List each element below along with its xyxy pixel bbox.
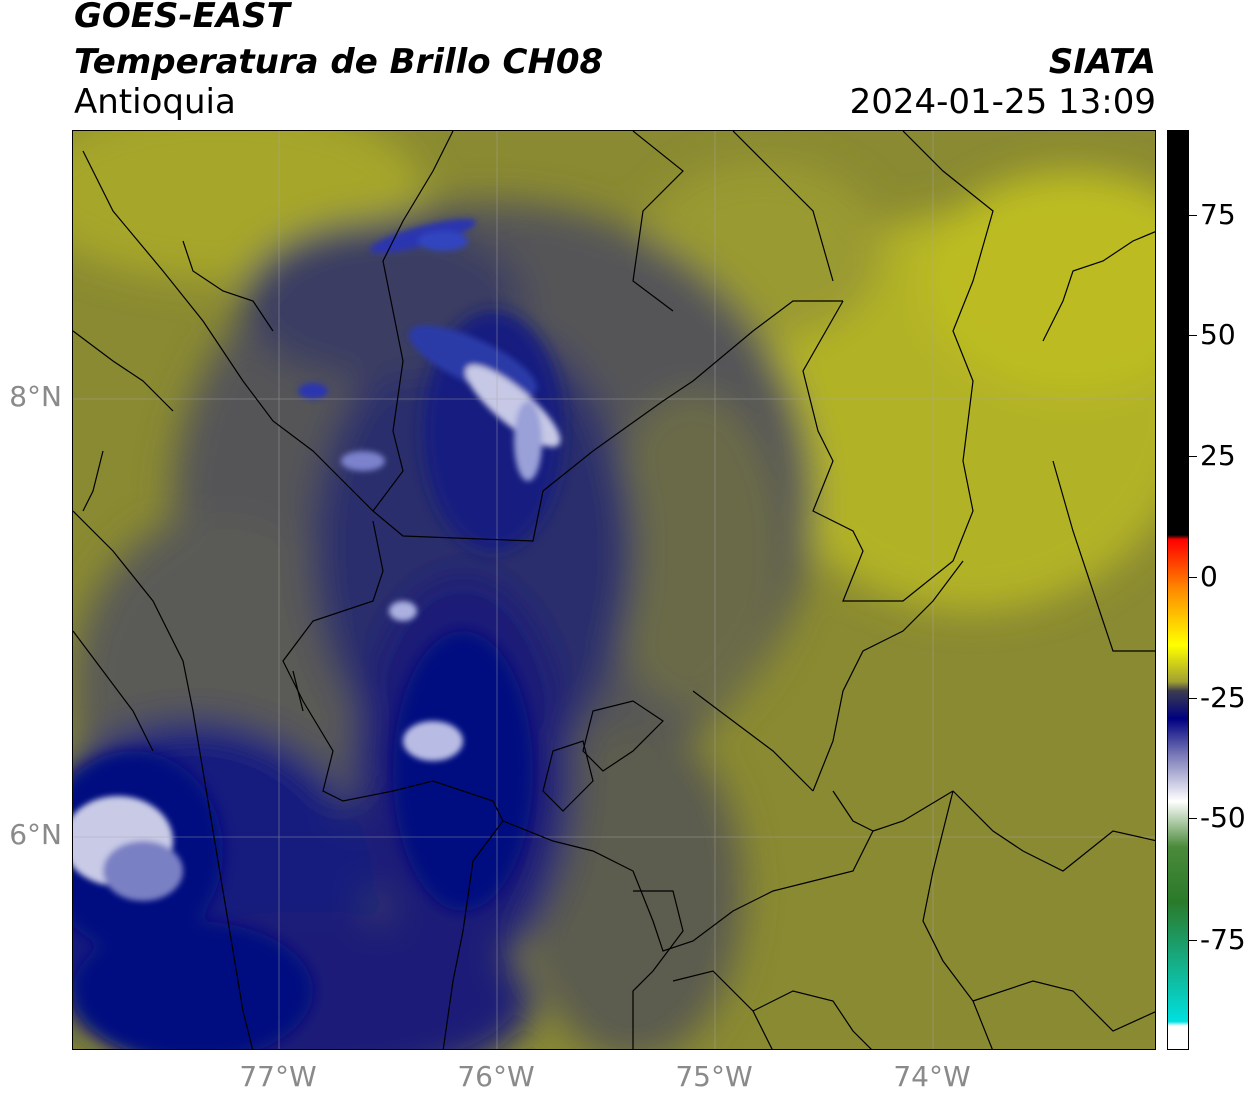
colorbar-tick-mark — [1189, 698, 1197, 699]
graticule — [73, 131, 1155, 1049]
lat-tick-6n: 6°N — [9, 818, 62, 851]
product-title: Temperatura de Brillo CH08 — [74, 42, 604, 82]
department-borders — [73, 131, 1155, 1049]
colorbar-tick-label: 0 — [1200, 560, 1218, 593]
lon-tick-77w: 77°W — [239, 1060, 317, 1093]
colorbar-tick-label: 25 — [1200, 439, 1236, 472]
colorbar-tick-mark — [1189, 456, 1197, 457]
colorbar — [1167, 130, 1189, 1050]
org-title: SIATA — [1048, 42, 1156, 82]
colorbar-tick-mark — [1189, 335, 1197, 336]
colorbar-tick-mark — [1189, 577, 1197, 578]
colorbar-tick-label: 50 — [1200, 318, 1236, 351]
colorbar-tick-mark — [1189, 215, 1197, 216]
satellite-title: GOES-EAST — [74, 0, 290, 36]
brightness-temperature-map — [72, 130, 1156, 1050]
colorbar-tick-label: 75 — [1200, 198, 1236, 231]
colorbar-tick-label: -75 — [1200, 923, 1246, 956]
lon-tick-75w: 75°W — [675, 1060, 753, 1093]
colorbar-tick-label: -50 — [1200, 801, 1246, 834]
colorbar-tick-mark — [1189, 940, 1197, 941]
lon-tick-76w: 76°W — [457, 1060, 535, 1093]
colorbar-tick-label: -25 — [1200, 681, 1246, 714]
colorbar-tick-mark — [1189, 818, 1197, 819]
datetime-label: 2024-01-25 13:09 — [849, 82, 1156, 122]
lon-tick-74w: 74°W — [893, 1060, 971, 1093]
lat-tick-8n: 8°N — [9, 380, 62, 413]
coldest-tops — [73, 218, 561, 901]
region-label: Antioquia — [74, 82, 236, 122]
map-canvas — [73, 131, 1155, 1049]
